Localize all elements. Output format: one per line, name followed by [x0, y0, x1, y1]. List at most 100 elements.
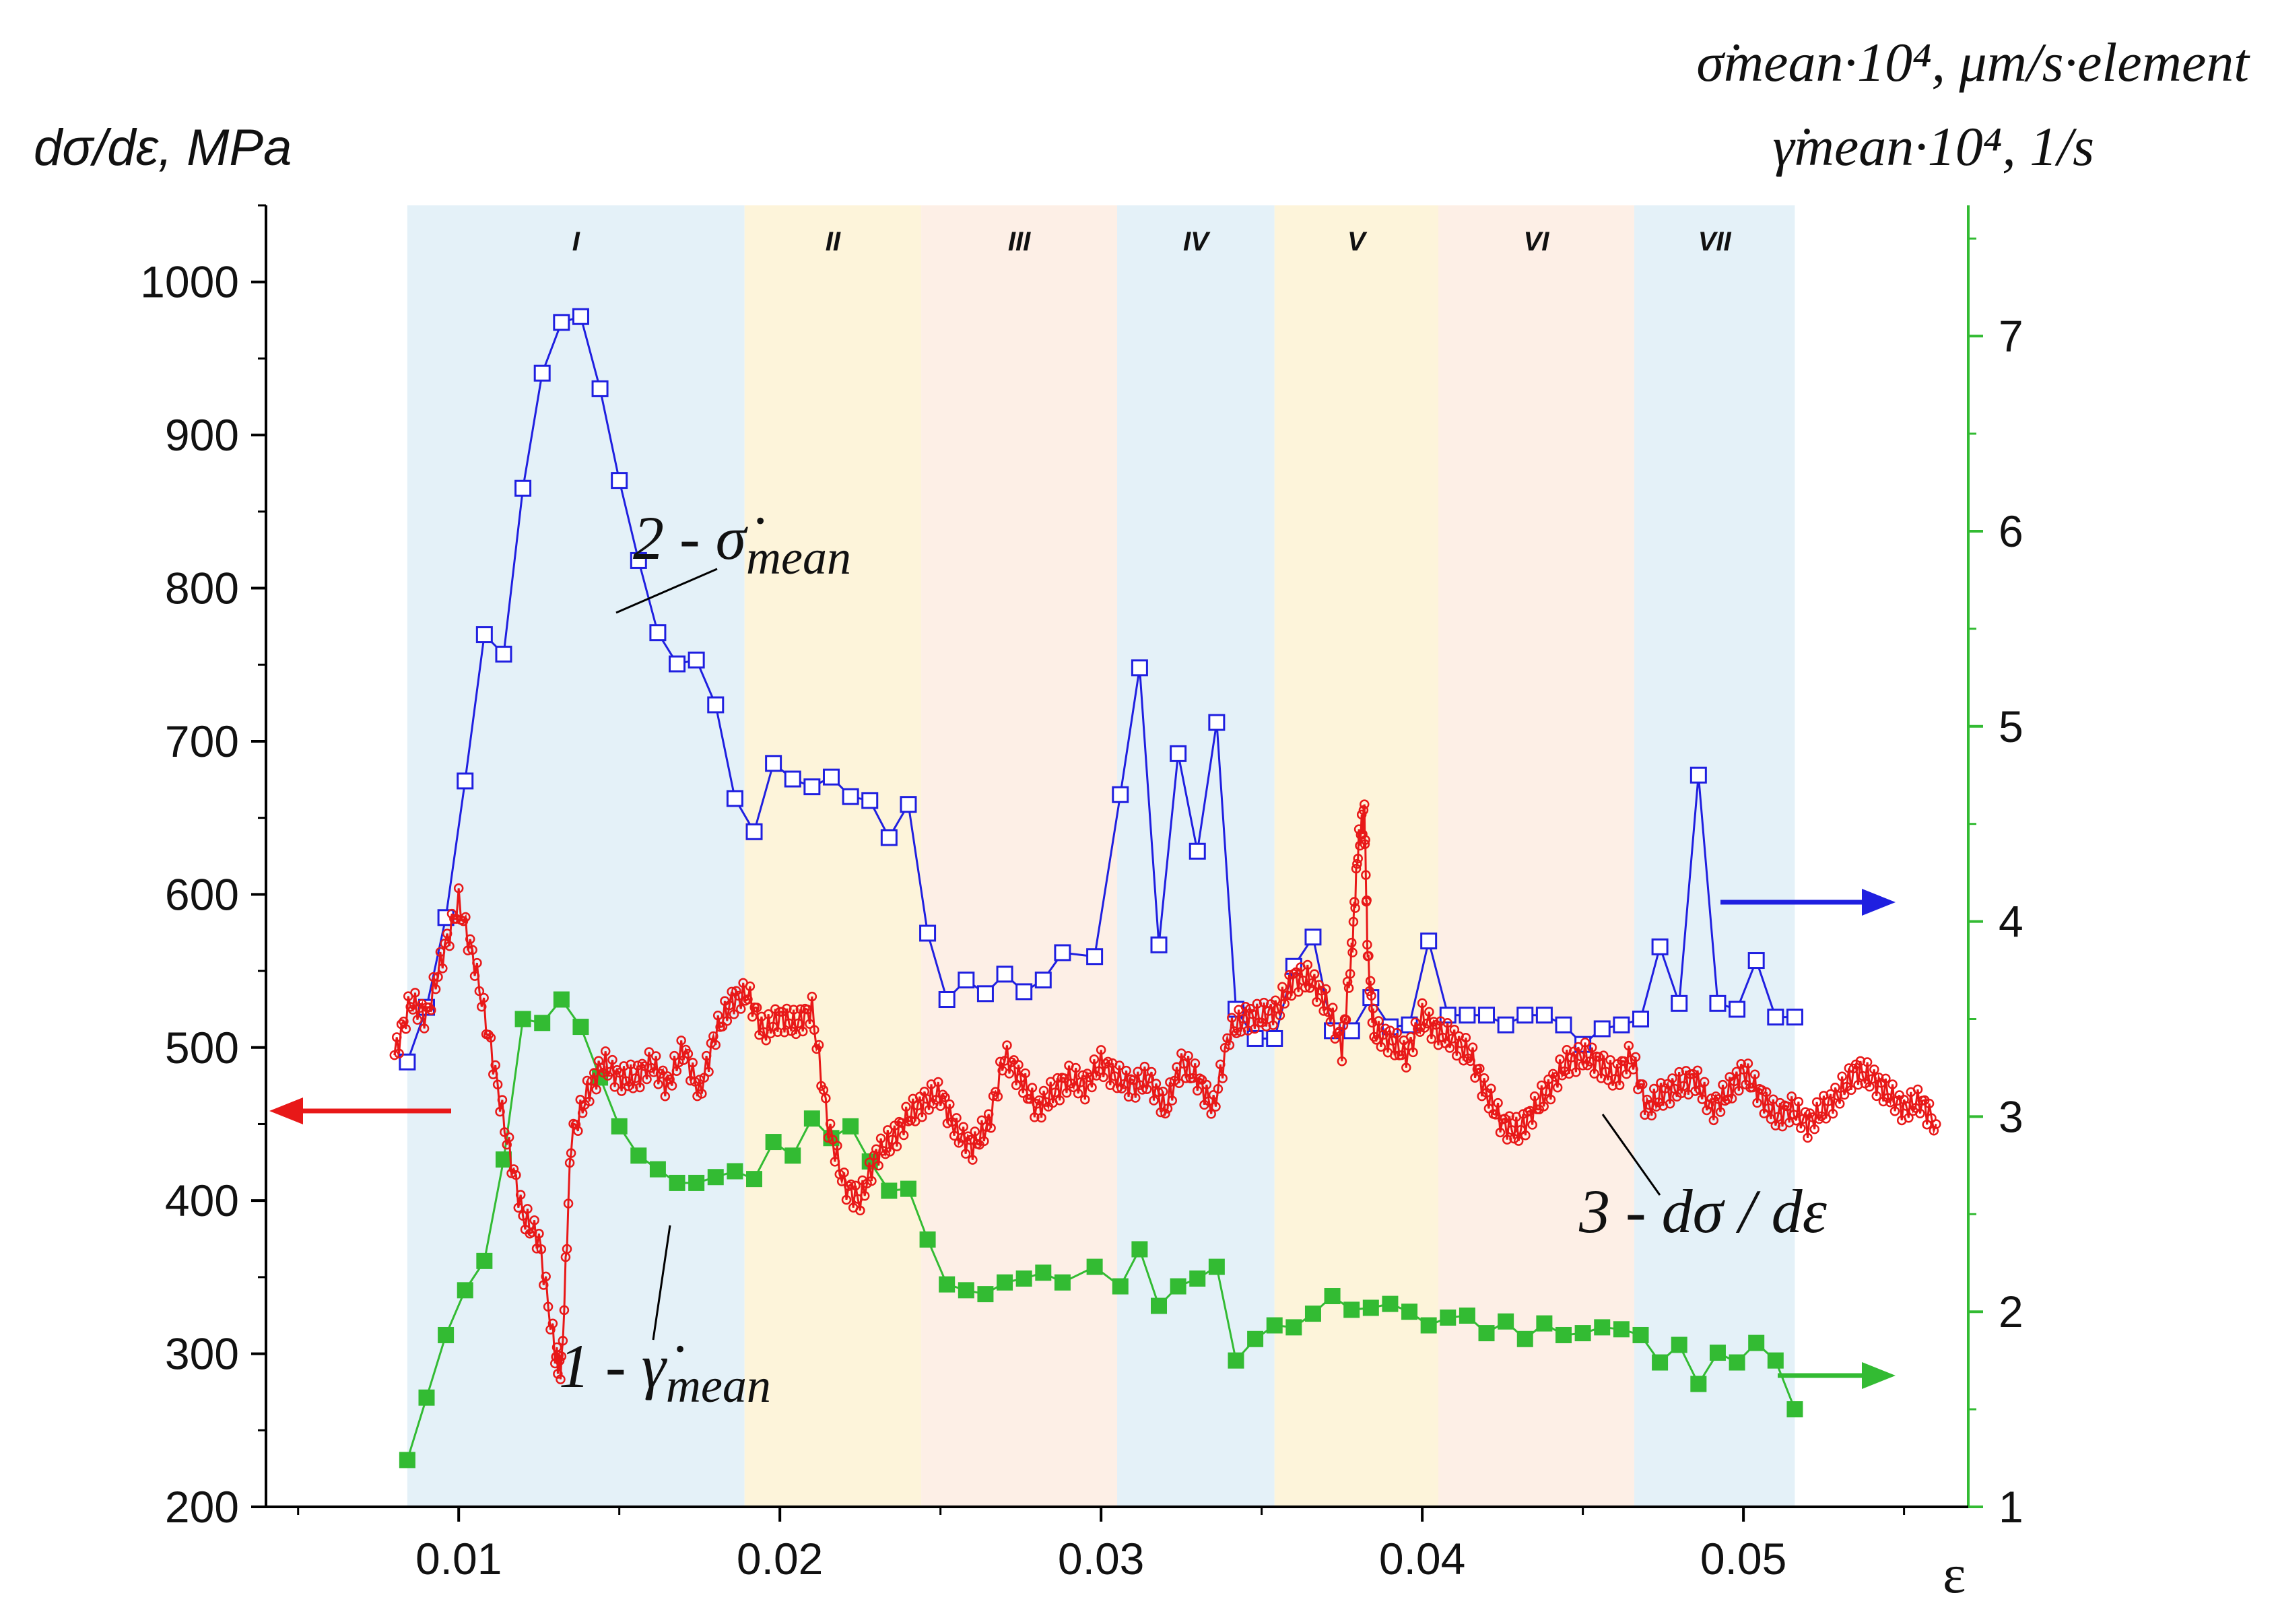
dsde-point [1330, 1034, 1340, 1044]
dsde-point [850, 1180, 861, 1191]
sigma-mean-point [880, 829, 898, 846]
dsde-point [1599, 1050, 1609, 1060]
sigma-mean-point [630, 551, 647, 569]
dsde-point [1601, 1067, 1611, 1077]
dsde-point [1529, 1091, 1540, 1102]
dsde-point [1527, 1120, 1537, 1130]
left-tick-label: 800 [165, 564, 239, 613]
sigma-mean-point [591, 380, 609, 397]
gamma-mean-point [727, 1163, 743, 1180]
gamma-mean-point [495, 1151, 512, 1168]
dsde-point [635, 1082, 645, 1093]
gamma-mean-point [418, 1389, 435, 1406]
dsde-point [1704, 1099, 1714, 1110]
gamma-mean-point [1652, 1354, 1669, 1371]
dsde-point [917, 1112, 927, 1122]
dsde-point [1690, 1086, 1700, 1096]
dsde-point [1059, 1073, 1069, 1083]
right-axis-arrow-green [1778, 1362, 1896, 1389]
dsde-point [1834, 1099, 1845, 1109]
sigma-mean-point [649, 624, 667, 642]
dsde-point [660, 1091, 671, 1102]
dsde-point [1137, 1085, 1147, 1095]
dsde-point [1100, 1058, 1111, 1069]
dsde-point [426, 1005, 436, 1015]
sigma-mean-point [1671, 994, 1688, 1012]
dsde-point [1096, 1045, 1106, 1055]
dsde-point [931, 1095, 941, 1105]
gamma-mean-point [1516, 1330, 1533, 1347]
dsde-point [1451, 1050, 1462, 1061]
dsde-point [1718, 1079, 1728, 1090]
gamma-mean-point [803, 1110, 820, 1127]
gamma-mean-point [1729, 1354, 1745, 1371]
dsde-point [474, 986, 485, 996]
dsde-point [536, 1244, 547, 1254]
gamma-mean-point [1015, 1270, 1032, 1287]
dsde-point [490, 1060, 500, 1071]
dsde-point [1277, 982, 1287, 992]
dsde-point [846, 1179, 857, 1190]
sigma-mean-point [572, 308, 589, 325]
dsde-point [688, 1057, 698, 1068]
sigma-mean-point [1709, 994, 1727, 1012]
gamma-mean-point [746, 1171, 763, 1188]
dsde-point [529, 1215, 539, 1225]
dsde-point [667, 1081, 677, 1091]
dsde-point [699, 1073, 709, 1083]
dsde-point [1135, 1080, 1145, 1090]
gamma-mean-point [438, 1326, 455, 1343]
dsde-point [1573, 1042, 1584, 1052]
dsde-point [1764, 1103, 1774, 1113]
gamma-mean-point [1459, 1307, 1475, 1324]
sigma-mean-point [1304, 928, 1322, 946]
dsde-point [1300, 982, 1310, 993]
dsde-point [1365, 976, 1376, 986]
dsde-point [472, 957, 482, 968]
dsde-point [671, 1066, 682, 1077]
dsde-point [809, 1025, 819, 1035]
dsde-point [802, 1005, 813, 1015]
dsde-point [1915, 1108, 1925, 1118]
dsde-point [1337, 1056, 1347, 1067]
dsde-point [566, 1148, 576, 1158]
dsde-point [1231, 1028, 1242, 1039]
right-tick-label: 7 [1999, 311, 2023, 361]
dsde-point [1405, 1031, 1416, 1042]
dsde-point [1855, 1056, 1866, 1067]
gamma-mean-point [919, 1231, 936, 1248]
sigma-mean-point [688, 651, 705, 669]
dsde-point [1525, 1106, 1535, 1116]
dsde-point [1782, 1101, 1793, 1112]
annotation-dsde: 3 - dσ / dε [1578, 1177, 1828, 1246]
dsde-point [1123, 1091, 1134, 1102]
dsde-point [1133, 1067, 1143, 1077]
dsde-point [945, 1099, 955, 1110]
dsde-point [1912, 1084, 1923, 1095]
dsde-point [467, 945, 477, 955]
dsde-point [1098, 1072, 1108, 1083]
sigma-mean-point [1266, 1029, 1283, 1047]
dsde-point [1217, 1073, 1228, 1083]
sigma-mean-point [553, 314, 570, 331]
dsde-point [1002, 1040, 1012, 1050]
sigma-mean-point [919, 924, 937, 942]
dsde-point [901, 1102, 911, 1112]
dsde-point [518, 1211, 528, 1221]
dsde-point [1803, 1132, 1813, 1143]
dsde-point [1188, 1073, 1198, 1083]
sigma-mean-point [842, 788, 859, 805]
dsde-point [410, 988, 420, 998]
dsde-point [697, 1089, 707, 1099]
dsde-point [1128, 1075, 1139, 1085]
dsde-point [1493, 1097, 1503, 1108]
dsde-point [855, 1205, 865, 1216]
gamma-mean-point [1478, 1325, 1495, 1342]
x-tick-label: 0.02 [737, 1534, 823, 1584]
dsde-point [1734, 1085, 1744, 1096]
sigma-mean-point [495, 646, 512, 663]
dsde-point [912, 1100, 923, 1111]
dsde-point [1192, 1085, 1203, 1096]
dsde-point [1729, 1076, 1739, 1087]
dsde-point [531, 1244, 542, 1254]
